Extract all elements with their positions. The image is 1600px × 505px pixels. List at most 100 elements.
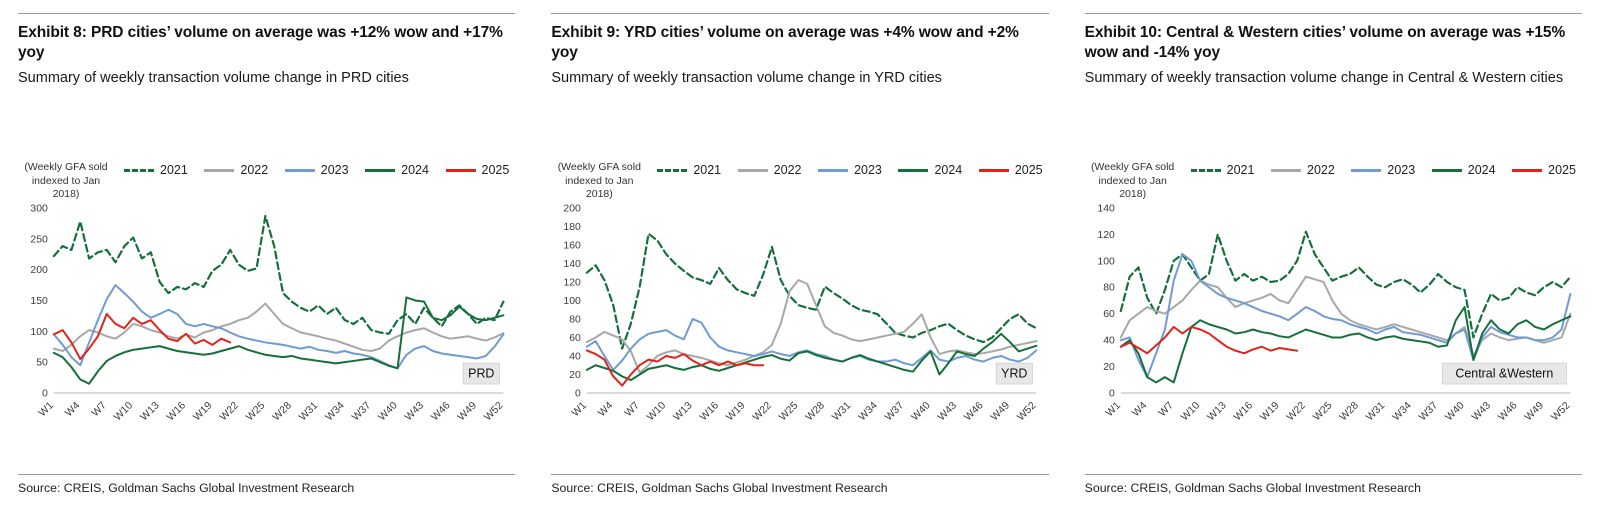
exhibit-footer: Source: CREIS, Goldman Sachs Global Inve…	[551, 474, 1049, 505]
y-tick-label: 40	[1103, 336, 1115, 347]
series-line-2023	[1119, 253, 1572, 379]
y-tick-label: 140	[564, 259, 582, 270]
x-tick-label: W40	[377, 400, 400, 423]
legend-item-2022: 2022	[1271, 163, 1335, 177]
exhibit-header: Exhibit 10: Central & Western cities’ vo…	[1085, 14, 1582, 135]
legend-swatch-2021	[657, 168, 688, 172]
legend-label: 2025	[1548, 163, 1576, 177]
legend-item-2025: 2025	[445, 163, 510, 177]
legend-label: 2023	[854, 163, 882, 177]
x-tick-label: W13	[1205, 400, 1228, 423]
y-tick-label: 0	[1109, 388, 1115, 399]
x-tick-label: W16	[1232, 400, 1255, 423]
legend-swatch-2021	[1190, 168, 1221, 172]
legend-label: 2022	[240, 163, 269, 177]
legend-label: 2021	[693, 163, 722, 177]
legend-swatch-2025	[445, 168, 476, 172]
legend-item-2024: 2024	[1431, 163, 1496, 177]
exhibit-panel-prd: Exhibit 8: PRD cities’ volume on average…	[18, 13, 516, 505]
series-line-2021	[1119, 230, 1572, 339]
y-tick-label: 120	[564, 277, 582, 288]
legend-label: 2024	[1467, 163, 1496, 177]
chart-yrd: (Weekly GFA sold indexed to Jan 2018) 20…	[551, 161, 1048, 443]
legend-swatch-2024	[1431, 168, 1462, 172]
y-tick-label: 0	[575, 388, 581, 399]
chart-header: (Weekly GFA sold indexed to Jan 2018) 20…	[1085, 161, 1582, 202]
x-tick-label: W10	[646, 400, 669, 423]
y-tick-label: 150	[30, 296, 48, 307]
y-tick-label: 0	[42, 388, 48, 399]
series-line-2021	[586, 232, 1038, 350]
x-tick-label: W19	[192, 400, 215, 423]
legend-label: 2023	[1387, 163, 1416, 177]
y-tick-label: 60	[570, 333, 582, 344]
legend-label: 2025	[1014, 163, 1043, 177]
x-tick-label: W1	[1104, 400, 1123, 419]
x-tick-label: W4	[1130, 400, 1149, 419]
region-label: YRD	[1002, 366, 1028, 380]
x-tick-label: W52	[483, 400, 506, 423]
exhibit-title: Exhibit 10: Central & Western cities’ vo…	[1084, 24, 1566, 62]
exhibit-subtitle: Summary of weekly transaction volume cha…	[551, 69, 942, 86]
y-tick-label: 80	[570, 314, 582, 325]
legend-label: 2024	[401, 163, 429, 177]
x-tick-label: W16	[699, 400, 722, 423]
exhibit-subtitle: Summary of weekly transaction volume cha…	[1084, 69, 1564, 86]
x-tick-label: W10	[112, 400, 135, 423]
x-tick-label: W7	[1157, 400, 1176, 419]
bottom-divider	[551, 474, 1049, 475]
region-label-box	[996, 362, 1034, 385]
series-line-2021	[52, 214, 505, 335]
x-tick-label: W49	[1523, 400, 1546, 423]
y-tick-label: 160	[564, 240, 582, 251]
legend-item-2023: 2023	[1351, 163, 1415, 177]
x-tick-label: W43	[1470, 400, 1493, 423]
source-note: Source: CREIS, Goldman Sachs Global Inve…	[18, 481, 355, 495]
x-tick-label: W28	[1338, 400, 1361, 423]
exhibit-subtitle: Summary of weekly transaction volume cha…	[18, 69, 409, 86]
series-line-2023	[586, 317, 1038, 371]
legend-item-2024: 2024	[898, 163, 962, 177]
y-axis-note: (Weekly GFA sold indexed to Jan 2018)	[557, 161, 641, 201]
bottom-divider	[1084, 474, 1582, 475]
x-tick-label: W22	[1285, 400, 1308, 423]
series-line-2025	[586, 349, 765, 387]
x-tick-label: W10	[1179, 400, 1202, 423]
y-tick-label: 100	[30, 327, 48, 338]
x-tick-label: W1	[37, 400, 56, 419]
y-tick-label: 100	[564, 296, 582, 307]
exhibit-panel-central-western: Exhibit 10: Central & Western cities’ vo…	[1084, 13, 1582, 505]
x-tick-label: W19	[725, 400, 748, 423]
top-divider	[1084, 13, 1582, 14]
series-line-2023	[52, 283, 505, 370]
x-tick-label: W43	[937, 400, 960, 423]
series-line-2025	[52, 312, 232, 360]
exhibit-footer: Source: CREIS, Goldman Sachs Global Inve…	[18, 474, 516, 505]
x-tick-label: W34	[324, 400, 347, 423]
series-line-2024	[586, 332, 1038, 381]
exhibit-title: Exhibit 9: YRD cities’ volume on average…	[551, 24, 1019, 62]
chart-header: (Weekly GFA sold indexed to Jan 2018) 20…	[18, 161, 515, 202]
bottom-divider	[18, 474, 516, 475]
region-label: Central &Western	[1455, 366, 1553, 380]
source-note: Source: CREIS, Goldman Sachs Global Inve…	[1084, 481, 1421, 495]
series-line-2022	[586, 279, 1038, 374]
y-tick-label: 300	[30, 203, 48, 214]
legend-item-2022: 2022	[737, 163, 802, 177]
region-label-box	[1441, 362, 1567, 385]
legend-label: 2022	[773, 163, 802, 177]
legend-label: 2025	[481, 163, 510, 177]
series-line-2024	[1119, 305, 1572, 384]
legend-swatch-2022	[737, 168, 768, 172]
x-tick-label: W37	[1417, 400, 1440, 423]
legend-swatch-2024	[365, 168, 396, 172]
y-tick-label: 40	[570, 351, 582, 362]
y-tick-label: 100	[1097, 256, 1115, 267]
legend-swatch-2022	[204, 168, 235, 172]
chart-legend: 2021 2022 2023 2024 2025	[1181, 161, 1582, 177]
legend-swatch-2023	[284, 168, 315, 172]
y-tick-label: 250	[30, 234, 48, 245]
y-tick-label: 80	[1103, 283, 1115, 294]
x-tick-label: W13	[139, 400, 162, 423]
